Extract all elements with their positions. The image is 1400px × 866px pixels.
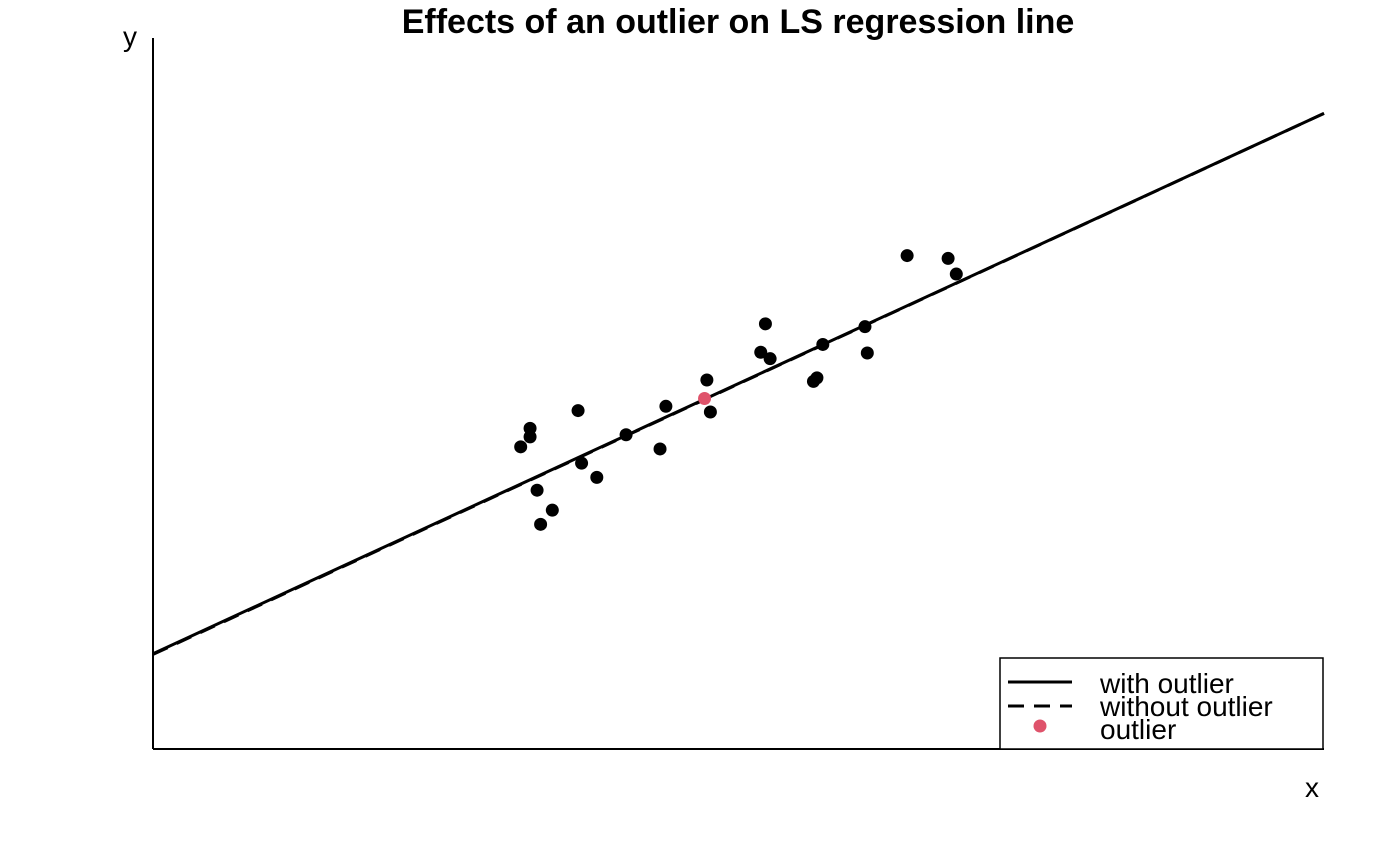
outlier-point xyxy=(698,391,712,405)
data-points xyxy=(514,249,963,531)
data-point-16 xyxy=(758,317,772,331)
plot-area xyxy=(152,112,1325,656)
legend-box xyxy=(999,657,1324,750)
data-point-15 xyxy=(754,345,768,359)
x-axis-label: x xyxy=(1305,772,1319,803)
data-point-7 xyxy=(571,404,585,418)
regression-line-without-outlier xyxy=(152,112,1325,656)
data-point-22 xyxy=(860,346,874,360)
data-point-14 xyxy=(703,405,717,419)
y-axis-label: y xyxy=(123,21,137,52)
data-point-9 xyxy=(590,470,604,484)
data-point-1 xyxy=(514,440,528,454)
legend-label-with-outlier: with outlier xyxy=(1099,668,1234,699)
data-point-4 xyxy=(530,483,544,497)
legend-label-outlier: outlier xyxy=(1100,714,1176,745)
data-point-6 xyxy=(545,503,559,517)
legend-outlier-dot-symbol xyxy=(1033,719,1047,733)
data-point-10 xyxy=(619,428,633,442)
legend: with outlier without outlier outlier xyxy=(999,657,1324,750)
data-point-20 xyxy=(816,337,830,351)
data-point-17 xyxy=(763,352,777,366)
data-point-21 xyxy=(858,320,872,334)
data-point-8 xyxy=(575,456,589,470)
data-point-5 xyxy=(534,517,548,531)
data-point-13 xyxy=(700,373,714,387)
legend-label-without-outlier: without outlier xyxy=(1099,691,1273,722)
data-point-12 xyxy=(659,399,673,413)
chart-title: Effects of an outlier on LS regression l… xyxy=(402,3,1075,41)
regression-lines xyxy=(152,112,1325,656)
data-point-23 xyxy=(900,249,914,263)
data-point-3 xyxy=(523,421,537,435)
data-point-19 xyxy=(810,371,824,385)
data-point-25 xyxy=(949,267,963,281)
data-point-24 xyxy=(941,251,955,265)
data-point-11 xyxy=(653,442,667,456)
